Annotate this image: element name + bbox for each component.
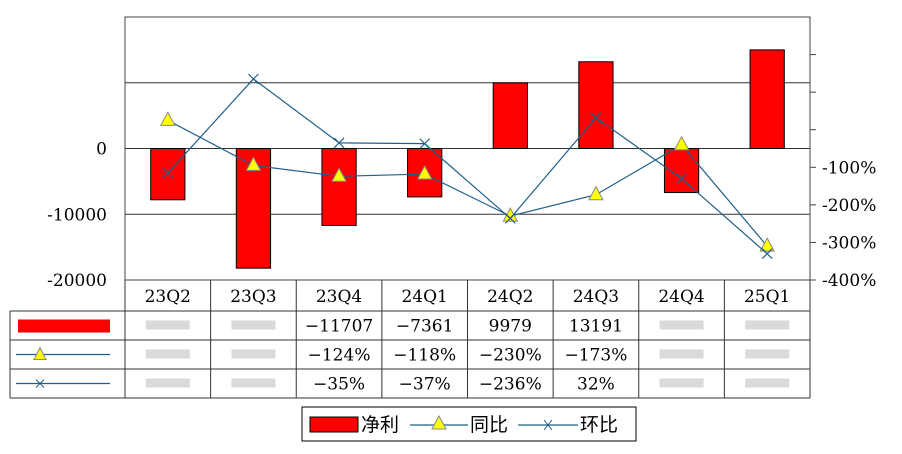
marker-triangle bbox=[159, 111, 176, 126]
table-cell-illegible bbox=[145, 320, 190, 330]
table-cell: −7361 bbox=[396, 317, 454, 337]
legend-key-bar bbox=[309, 416, 359, 433]
bar-24Q3 bbox=[578, 61, 614, 150]
marker-x bbox=[248, 73, 259, 85]
table-cell-illegible bbox=[231, 320, 276, 330]
category-label: 24Q2 bbox=[487, 287, 533, 307]
left-tick-label: -20000 bbox=[47, 271, 107, 291]
marker-x bbox=[419, 138, 431, 150]
right-tick-label: -300% bbox=[822, 233, 876, 253]
category-label: 23Q3 bbox=[230, 287, 276, 307]
bar-24Q2 bbox=[492, 82, 528, 149]
legend: 净利 同比 环比 bbox=[301, 406, 637, 442]
marker-x bbox=[162, 167, 174, 179]
table-cell: −173% bbox=[565, 346, 628, 366]
axes: 0 -10000 -20000 -100% -200% -300% -400% bbox=[47, 17, 876, 291]
legend-label: 净利 bbox=[361, 414, 399, 436]
table-cell-illegible bbox=[745, 349, 790, 359]
row-key-triangle bbox=[33, 346, 47, 360]
line-同比 bbox=[167, 119, 768, 247]
marker-triangle bbox=[245, 156, 262, 171]
category-label: 25Q1 bbox=[744, 287, 790, 307]
marker-x bbox=[590, 112, 602, 124]
marker-triangle bbox=[673, 135, 690, 151]
table-cell-illegible bbox=[145, 349, 190, 359]
table-cell-illegible bbox=[659, 378, 704, 388]
bar-series bbox=[150, 49, 785, 269]
legend-key-x bbox=[543, 419, 553, 431]
marker-triangle bbox=[331, 167, 347, 182]
table-cell: −37% bbox=[399, 375, 451, 395]
bar-25Q1 bbox=[749, 49, 785, 149]
marker-x bbox=[333, 137, 345, 149]
table-cell: −124% bbox=[308, 346, 371, 366]
right-tick-label: -200% bbox=[822, 196, 876, 216]
marker-triangle bbox=[588, 185, 604, 201]
data-table: 23Q2 23Q3 23Q4 24Q1 24Q2 24Q3 24Q4 25Q1 −11707 −7… bbox=[9, 280, 811, 399]
table-cell-illegible bbox=[659, 349, 704, 359]
category-label: 23Q4 bbox=[316, 287, 362, 307]
table-cell: −11707 bbox=[305, 317, 373, 337]
legend-label: 环比 bbox=[580, 414, 618, 436]
table-cell: −230% bbox=[479, 346, 542, 366]
table-cell: 9979 bbox=[489, 317, 532, 337]
table-cell-illegible bbox=[231, 378, 276, 388]
line-series bbox=[159, 73, 776, 260]
category-label: 24Q1 bbox=[401, 287, 447, 307]
left-tick-label: 0 bbox=[96, 140, 107, 160]
table-cell-illegible bbox=[659, 320, 704, 330]
marker-x bbox=[676, 173, 687, 184]
row-key-x bbox=[35, 379, 45, 388]
bar-23Q2 bbox=[150, 148, 186, 201]
marker-triangle bbox=[759, 237, 776, 252]
category-label: 23Q2 bbox=[145, 287, 191, 307]
table-cell: −236% bbox=[479, 375, 542, 395]
marker-x bbox=[504, 212, 516, 224]
table-cell: −35% bbox=[313, 375, 365, 395]
table-cell-illegible bbox=[745, 320, 790, 330]
line-环比 bbox=[167, 78, 768, 255]
right-tick-label: -100% bbox=[822, 158, 876, 178]
table-cell-illegible bbox=[231, 349, 276, 359]
legend-key-triangle bbox=[431, 414, 447, 430]
table-cell-illegible bbox=[145, 378, 190, 388]
legend-label: 同比 bbox=[470, 414, 508, 436]
table-cell: −118% bbox=[393, 346, 456, 366]
marker-x bbox=[761, 248, 773, 260]
category-label: 24Q4 bbox=[658, 287, 704, 307]
marker-triangle bbox=[416, 164, 433, 180]
right-tick-label: -400% bbox=[822, 271, 876, 291]
left-tick-label: -10000 bbox=[47, 205, 107, 225]
category-label: 24Q3 bbox=[573, 287, 619, 307]
grid bbox=[124, 16, 811, 281]
table-cell: 32% bbox=[577, 375, 615, 395]
table-cell: 13191 bbox=[569, 317, 623, 337]
bar-23Q4 bbox=[321, 148, 357, 226]
table-cell-illegible bbox=[745, 378, 790, 388]
row-key-bar bbox=[18, 319, 110, 333]
